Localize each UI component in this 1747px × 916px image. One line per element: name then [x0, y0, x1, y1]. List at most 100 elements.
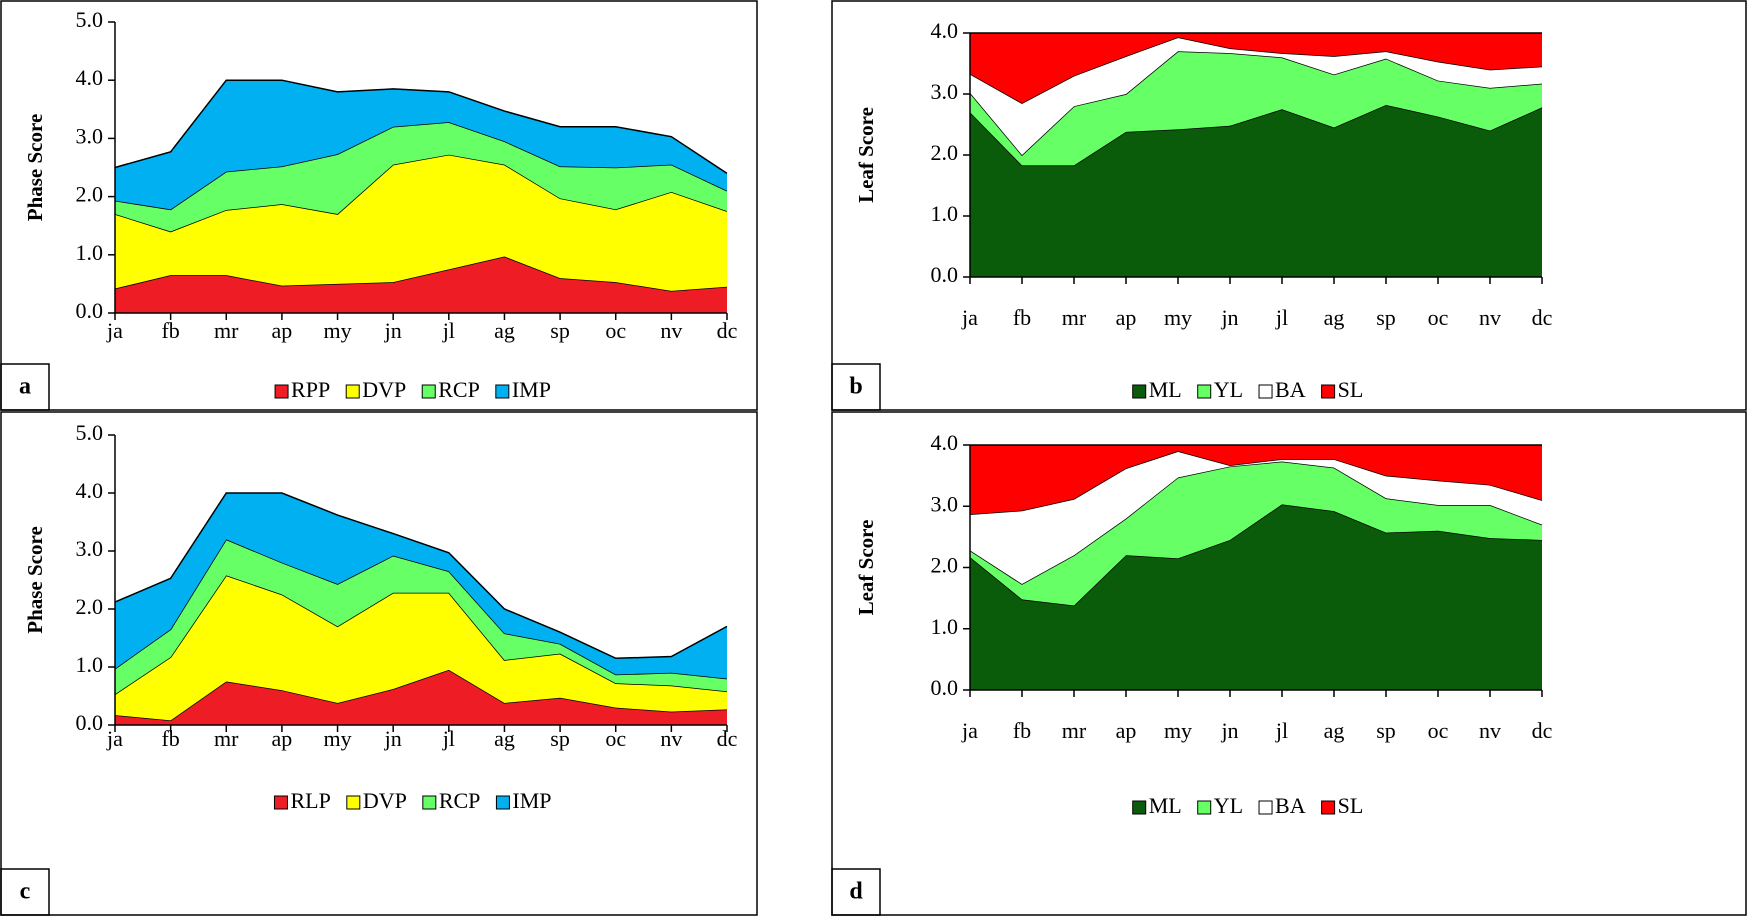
x-tick-label: ap — [272, 318, 293, 343]
y-tick-label: 2.0 — [76, 182, 104, 207]
y-tick-label: 0.0 — [76, 298, 104, 323]
legend-swatch — [495, 384, 510, 399]
x-tick-label: oc — [1428, 718, 1449, 743]
area — [115, 80, 727, 210]
x-tick-label: fb — [1013, 718, 1031, 743]
x-tick-label: oc — [1428, 305, 1449, 330]
y-tick-label: 2.0 — [931, 553, 959, 578]
area — [115, 122, 727, 232]
panel-label: d — [849, 879, 863, 905]
y-tick-label: 4.0 — [76, 65, 104, 90]
legend-label: RPP — [291, 377, 330, 402]
legend-label: DVP — [362, 377, 406, 402]
x-tick-label: my — [1164, 305, 1192, 330]
legend-swatch — [1197, 800, 1212, 815]
legend-label: ML — [1149, 377, 1182, 402]
x-tick-label: mr — [214, 726, 239, 751]
legend-swatch — [273, 795, 288, 810]
legend-label: YL — [1214, 793, 1243, 818]
y-tick-label: 2.0 — [931, 140, 959, 165]
x-tick-label: dc — [717, 726, 738, 751]
legend-label: DVP — [363, 788, 407, 813]
area — [970, 451, 1542, 585]
legend-swatch — [346, 795, 361, 810]
area-edge — [114, 492, 728, 660]
x-tick-label: my — [323, 726, 351, 751]
legend-swatch — [1321, 384, 1336, 399]
legend-label: ML — [1149, 793, 1182, 818]
y-tick-label: 0.0 — [76, 710, 104, 735]
x-tick-label: sp — [1376, 305, 1396, 330]
legend-swatch — [345, 384, 360, 399]
y-tick-label: 4.0 — [931, 18, 959, 43]
x-tick-label: mr — [214, 318, 239, 343]
area — [970, 37, 1542, 155]
y-axis-title: Phase Score — [23, 114, 47, 222]
x-tick-label: nv — [660, 726, 682, 751]
legend-swatch — [1321, 800, 1336, 815]
y-axis-title: Leaf Score — [854, 107, 878, 203]
legend-label: RCP — [439, 788, 481, 813]
x-tick-label: jn — [1220, 718, 1238, 743]
y-tick-label: 3.0 — [76, 536, 104, 561]
panel-label: c — [20, 879, 31, 905]
area — [115, 575, 727, 721]
x-tick-label: oc — [605, 318, 626, 343]
x-tick-label: dc — [1532, 718, 1553, 743]
y-tick-label: 2.0 — [76, 594, 104, 619]
legend-swatch — [495, 795, 510, 810]
y-tick-label: 1.0 — [76, 652, 104, 677]
legend-label: RLP — [290, 788, 330, 813]
area — [970, 33, 1542, 104]
x-tick-label: dc — [717, 318, 738, 343]
y-axis-title: Phase Score — [23, 526, 47, 634]
y-tick-label: 5.0 — [76, 420, 104, 445]
x-tick-label: sp — [550, 318, 570, 343]
x-tick-label: ap — [1116, 305, 1137, 330]
panel-label: a — [19, 374, 31, 400]
x-tick-label: ag — [1324, 305, 1345, 330]
x-tick-label: jn — [384, 726, 402, 751]
x-tick-label: jl — [1275, 305, 1288, 330]
y-tick-label: 4.0 — [931, 430, 959, 455]
area — [970, 445, 1542, 515]
x-tick-label: sp — [550, 726, 570, 751]
legend-swatch — [1132, 384, 1147, 399]
legend-label: YL — [1214, 377, 1243, 402]
panel-border — [0, 411, 758, 916]
y-tick-label: 1.0 — [76, 240, 104, 265]
panel-label-box — [0, 868, 50, 916]
legend-label: BA — [1275, 793, 1306, 818]
panel-border — [831, 0, 1747, 411]
panel-label-box — [831, 868, 881, 916]
x-tick-label: ap — [1116, 718, 1137, 743]
x-tick-label: jl — [1275, 718, 1288, 743]
x-tick-label: oc — [605, 726, 626, 751]
x-tick-label: dc — [1532, 305, 1553, 330]
panel-border — [831, 411, 1747, 916]
y-tick-label: 3.0 — [76, 123, 104, 148]
legend-swatch — [422, 795, 437, 810]
y-tick-label: 3.0 — [931, 491, 959, 516]
x-tick-label: ja — [106, 726, 123, 751]
y-axis-title: Leaf Score — [854, 520, 878, 616]
x-tick-label: fb — [161, 318, 179, 343]
x-tick-label: nv — [1479, 305, 1501, 330]
panel-label-box — [0, 363, 50, 411]
area — [970, 504, 1542, 690]
x-tick-label: ag — [494, 726, 515, 751]
y-tick-label: 1.0 — [931, 201, 959, 226]
area-edge — [114, 79, 728, 174]
legend-swatch — [1197, 384, 1212, 399]
x-tick-label: jn — [384, 318, 402, 343]
y-tick-label: 0.0 — [931, 675, 959, 700]
legend-swatch — [1258, 384, 1273, 399]
x-tick-label: mr — [1062, 718, 1087, 743]
legend-swatch — [421, 384, 436, 399]
legend-label: IMP — [512, 377, 551, 402]
x-tick-label: ap — [272, 726, 293, 751]
legend-label: BA — [1275, 377, 1306, 402]
area — [115, 154, 727, 291]
x-tick-label: ja — [961, 718, 978, 743]
